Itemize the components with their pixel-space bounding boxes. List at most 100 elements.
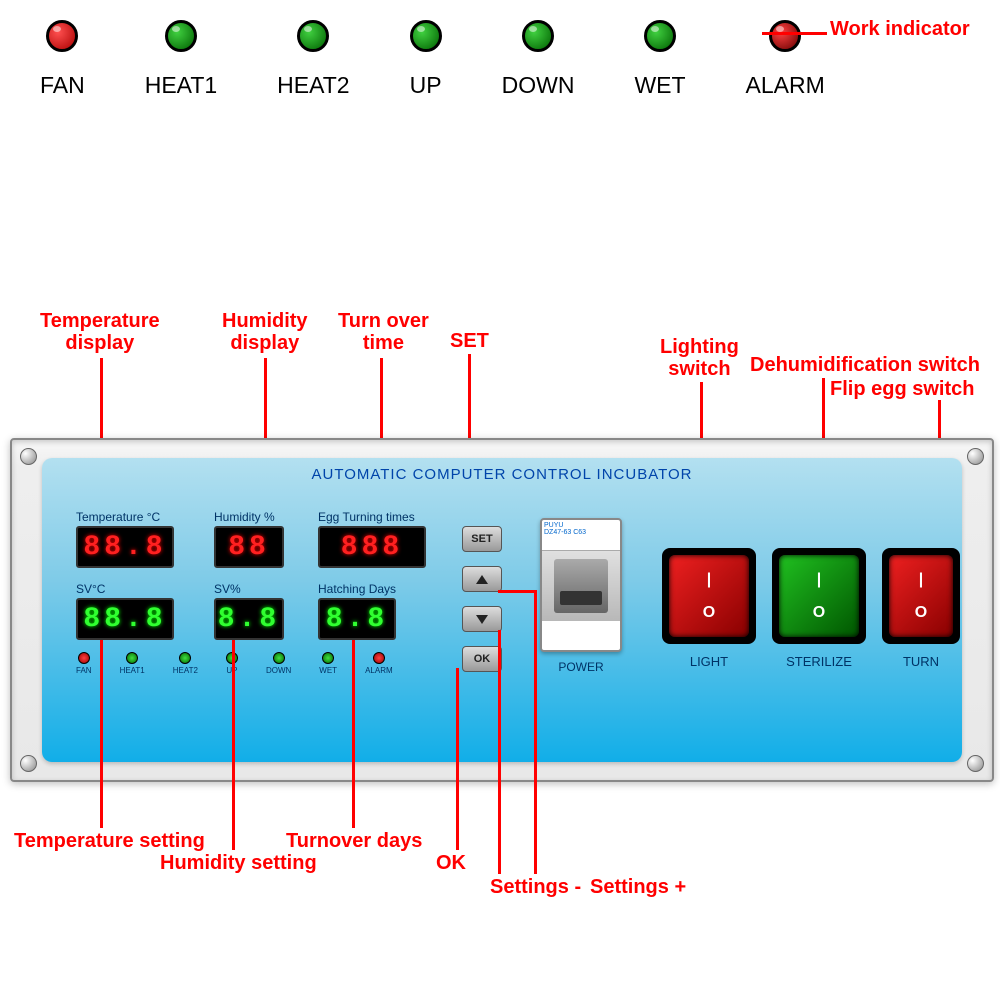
led-label: ALARM — [746, 72, 825, 99]
alarm-led-icon — [769, 20, 801, 52]
led-label: HEAT1 — [145, 72, 217, 99]
screw-icon — [20, 448, 37, 465]
triangle-up-icon — [476, 575, 488, 584]
callout-line — [100, 640, 103, 828]
wet-led-icon — [644, 20, 676, 52]
screw-icon — [967, 755, 984, 772]
annot-ok: OK — [436, 852, 466, 874]
led-wet: WET — [634, 20, 685, 99]
breaker-info: PUYUDZ47-63 C63 — [542, 520, 620, 551]
callout-line — [762, 32, 827, 35]
power-breaker[interactable]: PUYUDZ47-63 C63 — [540, 518, 622, 652]
callout-line — [498, 630, 501, 874]
sled-wet: WET — [319, 652, 337, 675]
led-label: FAN — [40, 72, 85, 99]
sled-icon — [373, 652, 385, 664]
temp-display-wrap: Temperature °C 88.8 — [76, 510, 174, 568]
annot-humidity-display: Humidity display — [222, 310, 308, 354]
hatch-display: 8.8 — [318, 598, 396, 640]
led-label: DOWN — [502, 72, 575, 99]
sled-heat2: HEAT2 — [173, 652, 198, 675]
callout-line — [232, 640, 235, 850]
sled-icon — [273, 652, 285, 664]
heat1-led-icon — [165, 20, 197, 52]
annot-lighting-switch: Lighting switch — [660, 336, 739, 380]
up-led-icon — [410, 20, 442, 52]
sled-label: FAN — [76, 666, 92, 675]
callout-line — [456, 668, 459, 850]
humidity-display: 88 — [214, 526, 284, 568]
off-icon: O — [915, 604, 927, 622]
annot-dehumid-switch: Dehumidification switch — [750, 354, 980, 376]
led-heat2: HEAT2 — [277, 20, 349, 99]
turn-switch[interactable]: |O — [889, 555, 953, 637]
sv-temp-wrap: SV°C 88.8 — [76, 582, 174, 640]
sled-icon — [179, 652, 191, 664]
sterilize-switch[interactable]: |O — [779, 555, 859, 637]
light-switch[interactable]: |O — [669, 555, 749, 637]
led-heat1: HEAT1 — [145, 20, 217, 99]
breaker-body — [542, 551, 620, 621]
led-label: UP — [410, 72, 442, 99]
down-led-icon — [522, 20, 554, 52]
eggturn-display: 888 — [318, 526, 426, 568]
sled-icon — [78, 652, 90, 664]
sv-temp-label: SV°C — [76, 582, 174, 596]
on-icon: | — [919, 571, 923, 589]
breaker-model: DZ47-63 — [544, 529, 571, 536]
sv-hum-label: SV% — [214, 582, 284, 596]
annot-settings-minus: Settings - — [490, 876, 581, 898]
heat2-led-icon — [297, 20, 329, 52]
panel-title: AUTOMATIC COMPUTER CONTROL INCUBATOR — [42, 466, 962, 483]
callout-line — [534, 590, 537, 874]
sled-icon — [322, 652, 334, 664]
sled-fan: FAN — [76, 652, 92, 675]
up-button[interactable] — [462, 566, 502, 592]
ok-button[interactable]: OK — [462, 646, 502, 672]
sled-label: HEAT1 — [120, 666, 145, 675]
sv-hum-wrap: SV% 8.8 — [214, 582, 284, 640]
annot-turnover-days: Turnover days — [286, 830, 422, 852]
led-label: WET — [634, 72, 685, 99]
breaker-toggle — [560, 591, 602, 605]
hatch-wrap: Hatching Days 8.8 — [318, 582, 396, 640]
screw-icon — [20, 755, 37, 772]
sled-icon — [126, 652, 138, 664]
annot-settings-plus: Settings + — [590, 876, 686, 898]
triangle-down-icon — [476, 615, 488, 624]
led-fan: FAN — [40, 20, 85, 99]
top-led-row: FAN HEAT1 HEAT2 UP DOWN WET ALARM — [40, 20, 825, 99]
humidity-display-label: Humidity % — [214, 510, 284, 524]
sled-heat1: HEAT1 — [120, 652, 145, 675]
breaker-cert: C63 — [573, 529, 586, 536]
callout-line — [352, 640, 355, 828]
hatch-label: Hatching Days — [318, 582, 396, 596]
down-button[interactable] — [462, 606, 502, 632]
sv-hum-display: 8.8 — [214, 598, 284, 640]
annot-flipegg-switch: Flip egg switch — [830, 378, 974, 400]
led-up: UP — [410, 20, 442, 99]
sterilize-label: STERILIZE — [772, 654, 866, 669]
sled-down: DOWN — [266, 652, 291, 675]
set-button[interactable]: SET — [462, 526, 502, 552]
annot-turnover-time: Turn over time — [338, 310, 429, 354]
turn-label: TURN — [882, 654, 960, 669]
sv-temp-display: 88.8 — [76, 598, 174, 640]
off-icon: O — [813, 604, 825, 622]
work-indicator-label: Work indicator — [830, 18, 970, 41]
eggturn-display-wrap: Egg Turning times 888 — [318, 510, 426, 568]
breaker-brand: PUYU — [544, 522, 563, 529]
off-icon: O — [703, 604, 715, 622]
panel-face: AUTOMATIC COMPUTER CONTROL INCUBATOR Tem… — [42, 458, 962, 762]
annot-humidity-setting: Humidity setting — [160, 852, 317, 874]
light-label: LIGHT — [662, 654, 756, 669]
breaker-switch — [554, 559, 608, 613]
led-label: HEAT2 — [277, 72, 349, 99]
on-icon: | — [707, 571, 711, 589]
power-breaker-wrap: PUYUDZ47-63 C63 POWER — [540, 518, 622, 674]
fan-led-icon — [46, 20, 78, 52]
sled-alarm: ALARM — [365, 652, 393, 675]
sled-label: HEAT2 — [173, 666, 198, 675]
on-icon: | — [817, 571, 821, 589]
sled-label: WET — [319, 666, 337, 675]
